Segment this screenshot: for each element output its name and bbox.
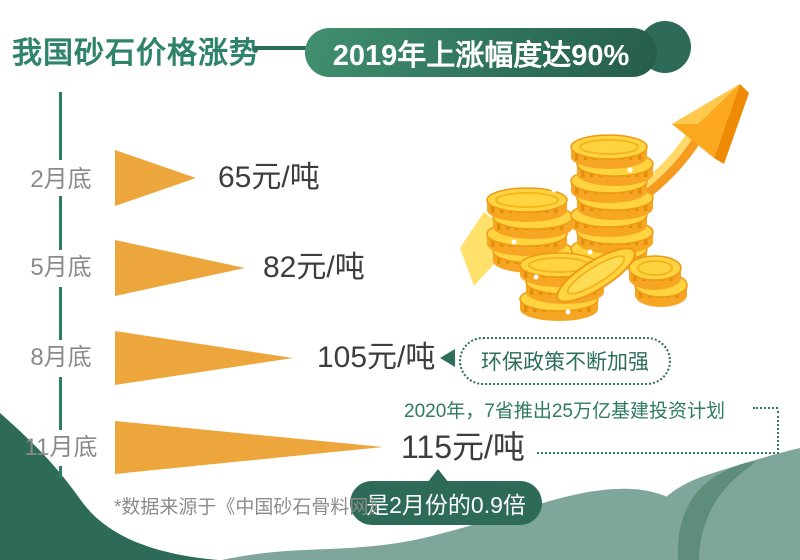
wave-right-blob (636, 448, 800, 560)
sparkle-dot (627, 167, 633, 173)
timeline-label-may: 5月底 (30, 254, 92, 281)
dotted-connector-stub (753, 407, 778, 409)
bar-arrow-may (115, 240, 245, 296)
value-feb: 65元/吨 (218, 161, 320, 194)
plan-2020-annotation: 2020年，7省推出25万亿基建投资计划 (404, 401, 725, 422)
wave-left-dark (0, 413, 218, 560)
value-aug: 105元/吨 (317, 341, 436, 374)
growth-arrow-head-light (672, 84, 740, 124)
timeline-label-feb: 2月底 (30, 166, 92, 193)
bar-arrow-nov (115, 421, 383, 474)
timeline-axis (59, 92, 62, 478)
gold-coins-illustration (460, 84, 749, 321)
multiple-bubble-text: 是2月份的0.9倍 (366, 492, 526, 518)
dotted-connector-vertical (777, 411, 779, 454)
growth-arrow-head-shade (714, 84, 749, 164)
timeline-label-nov: 11月底 (24, 434, 98, 461)
value-may: 82元/吨 (263, 251, 365, 284)
value-nov: 115元/吨 (401, 429, 525, 465)
page-title: 我国砂石价格涨势 (12, 37, 260, 70)
policy-annotation-pill: 环保政策不断加强 (459, 337, 671, 385)
data-source-footnote: *数据来源于《中国砂石骨料网》 (114, 497, 388, 518)
policy-annotation-text: 环保政策不断加强 (481, 351, 649, 374)
wave-overlap-band (677, 461, 756, 560)
bar-arrow-feb (115, 150, 196, 206)
multiple-bubble: 是2月份的0.9倍 (350, 481, 542, 525)
title-connector-line (253, 46, 308, 50)
sparkle-dot (565, 309, 571, 315)
sparkle-dot (533, 274, 539, 280)
triangle-up-icon (427, 469, 449, 483)
sparkle-dot (551, 187, 557, 193)
growth-arrow-head (672, 84, 740, 158)
sparkle-dot (587, 249, 593, 255)
banner-pill: 2019年上涨幅度达90% (305, 28, 657, 77)
sparkle-dot (511, 239, 517, 245)
bar-arrow-aug (115, 331, 293, 385)
banner-text: 2019年上涨幅度达90% (332, 39, 630, 72)
triangle-left-icon (440, 349, 455, 367)
timeline-label-aug: 8月底 (30, 344, 92, 371)
tilted-coin (556, 247, 636, 303)
dotted-connector-horizontal (537, 452, 779, 454)
